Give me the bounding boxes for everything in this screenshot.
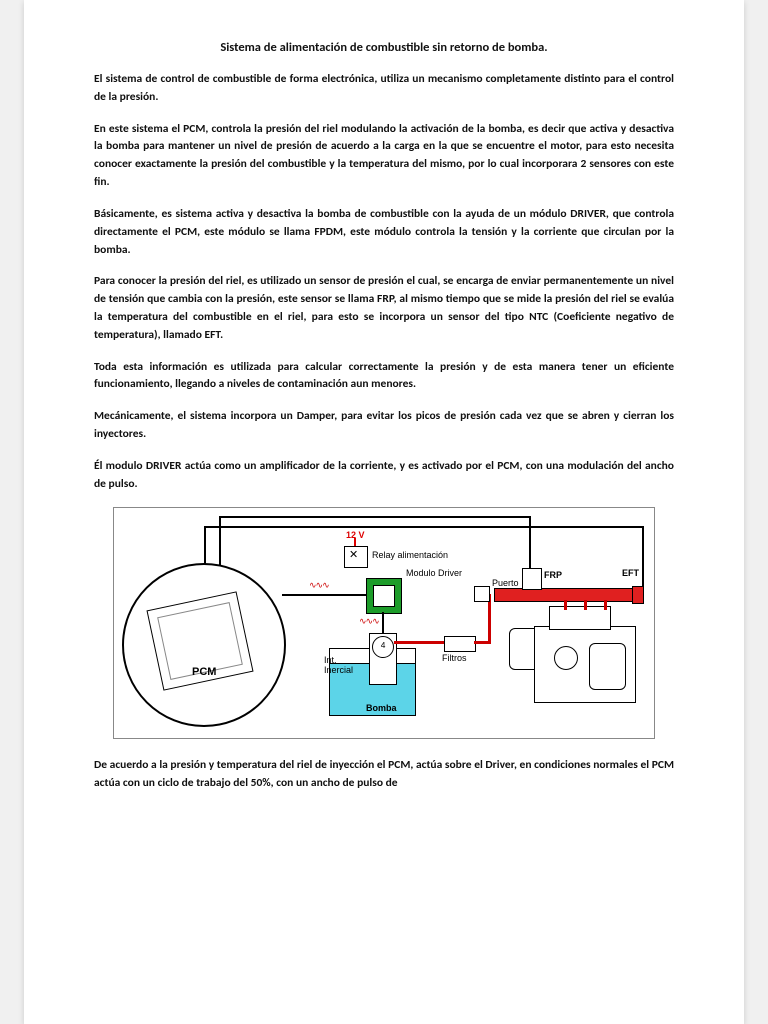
fuel-filter xyxy=(444,636,476,652)
frp-sensor xyxy=(522,568,542,590)
puerto-valve xyxy=(474,586,490,602)
eft-label: EFT xyxy=(622,568,639,578)
pcm-label: PCM xyxy=(192,666,216,678)
driver-module xyxy=(366,578,402,614)
page-title: Sistema de alimentación de combustible s… xyxy=(94,40,674,55)
paragraph-4: Para conocer la presión del riel, es uti… xyxy=(94,273,674,344)
int-inercial-label: Int. Inercial xyxy=(324,656,353,676)
paragraph-1: El sistema de control de combustible de … xyxy=(94,71,674,107)
paragraph-5: Toda esta información es utilizada para … xyxy=(94,359,674,395)
engine-head xyxy=(549,606,611,630)
paragraph-3: Básicamente, es sistema activa y desacti… xyxy=(94,206,674,259)
eft-sensor xyxy=(632,586,644,604)
relay-label: Relay alimentación xyxy=(372,550,448,560)
document-page: Sistema de alimentación de combustible s… xyxy=(24,0,744,1024)
paragraph-8: De acuerdo a la presión y temperatura de… xyxy=(94,757,674,793)
puerto-label: Puerto xyxy=(492,578,519,588)
filtros-label: Filtros xyxy=(442,653,467,663)
paragraph-6: Mecánicamente, el sistema incorpora un D… xyxy=(94,408,674,444)
fuel-system-diagram: PCM 12 V ✕ Relay alimentación ∿∿∿ Modulo… xyxy=(113,507,655,739)
paragraph-7: Él modulo DRIVER actúa como un amplifica… xyxy=(94,458,674,494)
frp-label: FRP xyxy=(544,570,562,580)
paragraph-2: En este sistema el PCM, controla la pres… xyxy=(94,121,674,192)
driver-label: Modulo Driver xyxy=(406,568,462,578)
bomba-label: Bomba xyxy=(366,703,397,713)
